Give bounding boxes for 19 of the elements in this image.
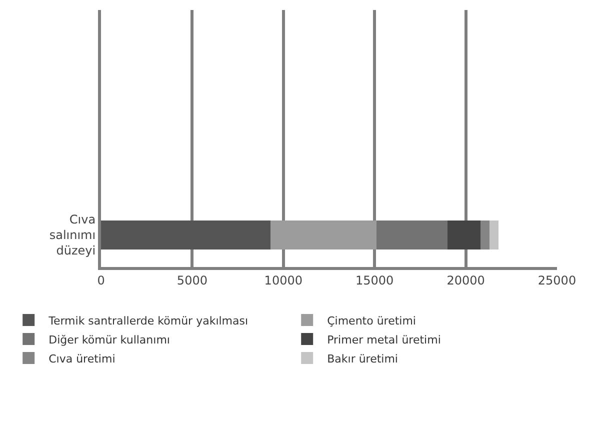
y-tick-label: Cıva salınımı düzeyi [49,212,96,258]
bar [480,220,490,250]
legend-label: Termik santrallerde kömür yakılması [48,314,248,328]
legend-label: Çimento üretimi [327,314,416,328]
legend-label: Cıva üretimi [48,352,116,366]
bar [448,220,480,250]
x-tick-label: 15000 [356,273,394,288]
x-tick-label: 20000 [446,273,485,288]
x-tick-label: 0 [97,273,105,288]
legend-label: Primer metal üretimi [327,333,441,346]
x-tick-label: 5000 [176,273,208,288]
bar [270,220,376,250]
bar [376,220,448,250]
x-tick-label: 25000 [538,273,576,288]
legend-label: Bakır üretimi [327,352,398,366]
legend-label: Diğer kömür kullanımı [48,333,170,346]
bar [490,220,499,250]
bar [101,220,271,250]
x-tick-label: 10000 [264,273,302,288]
